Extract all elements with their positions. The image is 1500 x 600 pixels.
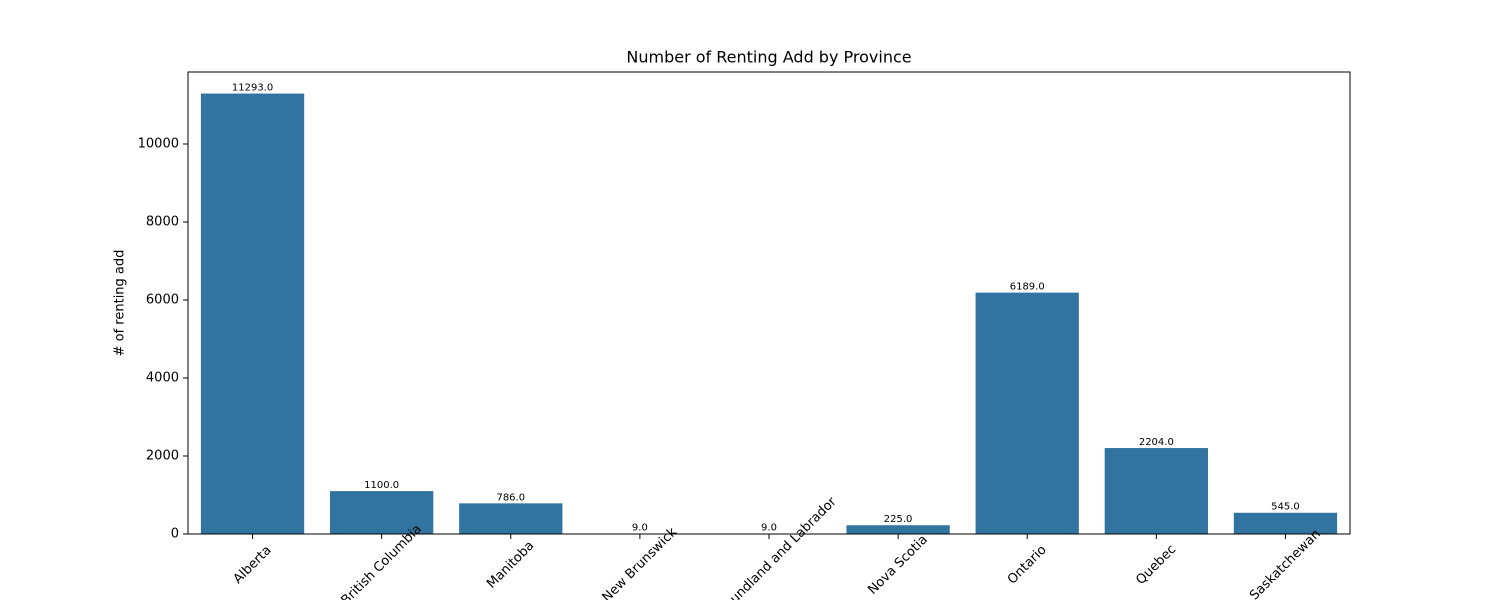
y-tick-label: 0 xyxy=(171,527,179,542)
y-tick-label: 2000 xyxy=(146,448,179,463)
bar xyxy=(330,491,434,534)
value-label: 9.0 xyxy=(632,523,648,534)
plot-frame xyxy=(187,71,1351,535)
value-label: 545.0 xyxy=(1271,502,1300,513)
y-axis-label: # of renting add xyxy=(113,250,128,357)
value-label: 225.0 xyxy=(884,514,913,525)
x-tick-label: Quebec xyxy=(1133,542,1179,588)
value-label: 786.0 xyxy=(496,492,525,503)
chart-title: Number of Renting Add by Province xyxy=(626,48,911,67)
value-label: 1100.0 xyxy=(364,480,399,491)
value-label: 6189.0 xyxy=(1010,282,1045,293)
x-tick-label: Alberta xyxy=(231,543,275,587)
y-tick-label: 6000 xyxy=(146,292,179,307)
x-tick-label: Newfoundland and Labrador xyxy=(698,494,840,600)
x-tick-label: Nova Scotia xyxy=(865,532,930,597)
y-tick-label: 4000 xyxy=(146,370,179,385)
x-tick-label: Manitoba xyxy=(484,538,537,591)
bar xyxy=(846,525,950,534)
value-label: 11293.0 xyxy=(232,83,273,94)
bar xyxy=(975,292,1079,534)
x-tick-label: Ontario xyxy=(1005,543,1050,588)
y-tick-label: 10000 xyxy=(138,136,179,151)
value-label: 2204.0 xyxy=(1139,437,1174,448)
y-tick-label: 8000 xyxy=(146,214,179,229)
bar xyxy=(1233,512,1338,534)
bar xyxy=(1104,448,1208,534)
bar xyxy=(200,93,305,534)
bar xyxy=(459,503,563,534)
value-label: 9.0 xyxy=(761,523,777,534)
